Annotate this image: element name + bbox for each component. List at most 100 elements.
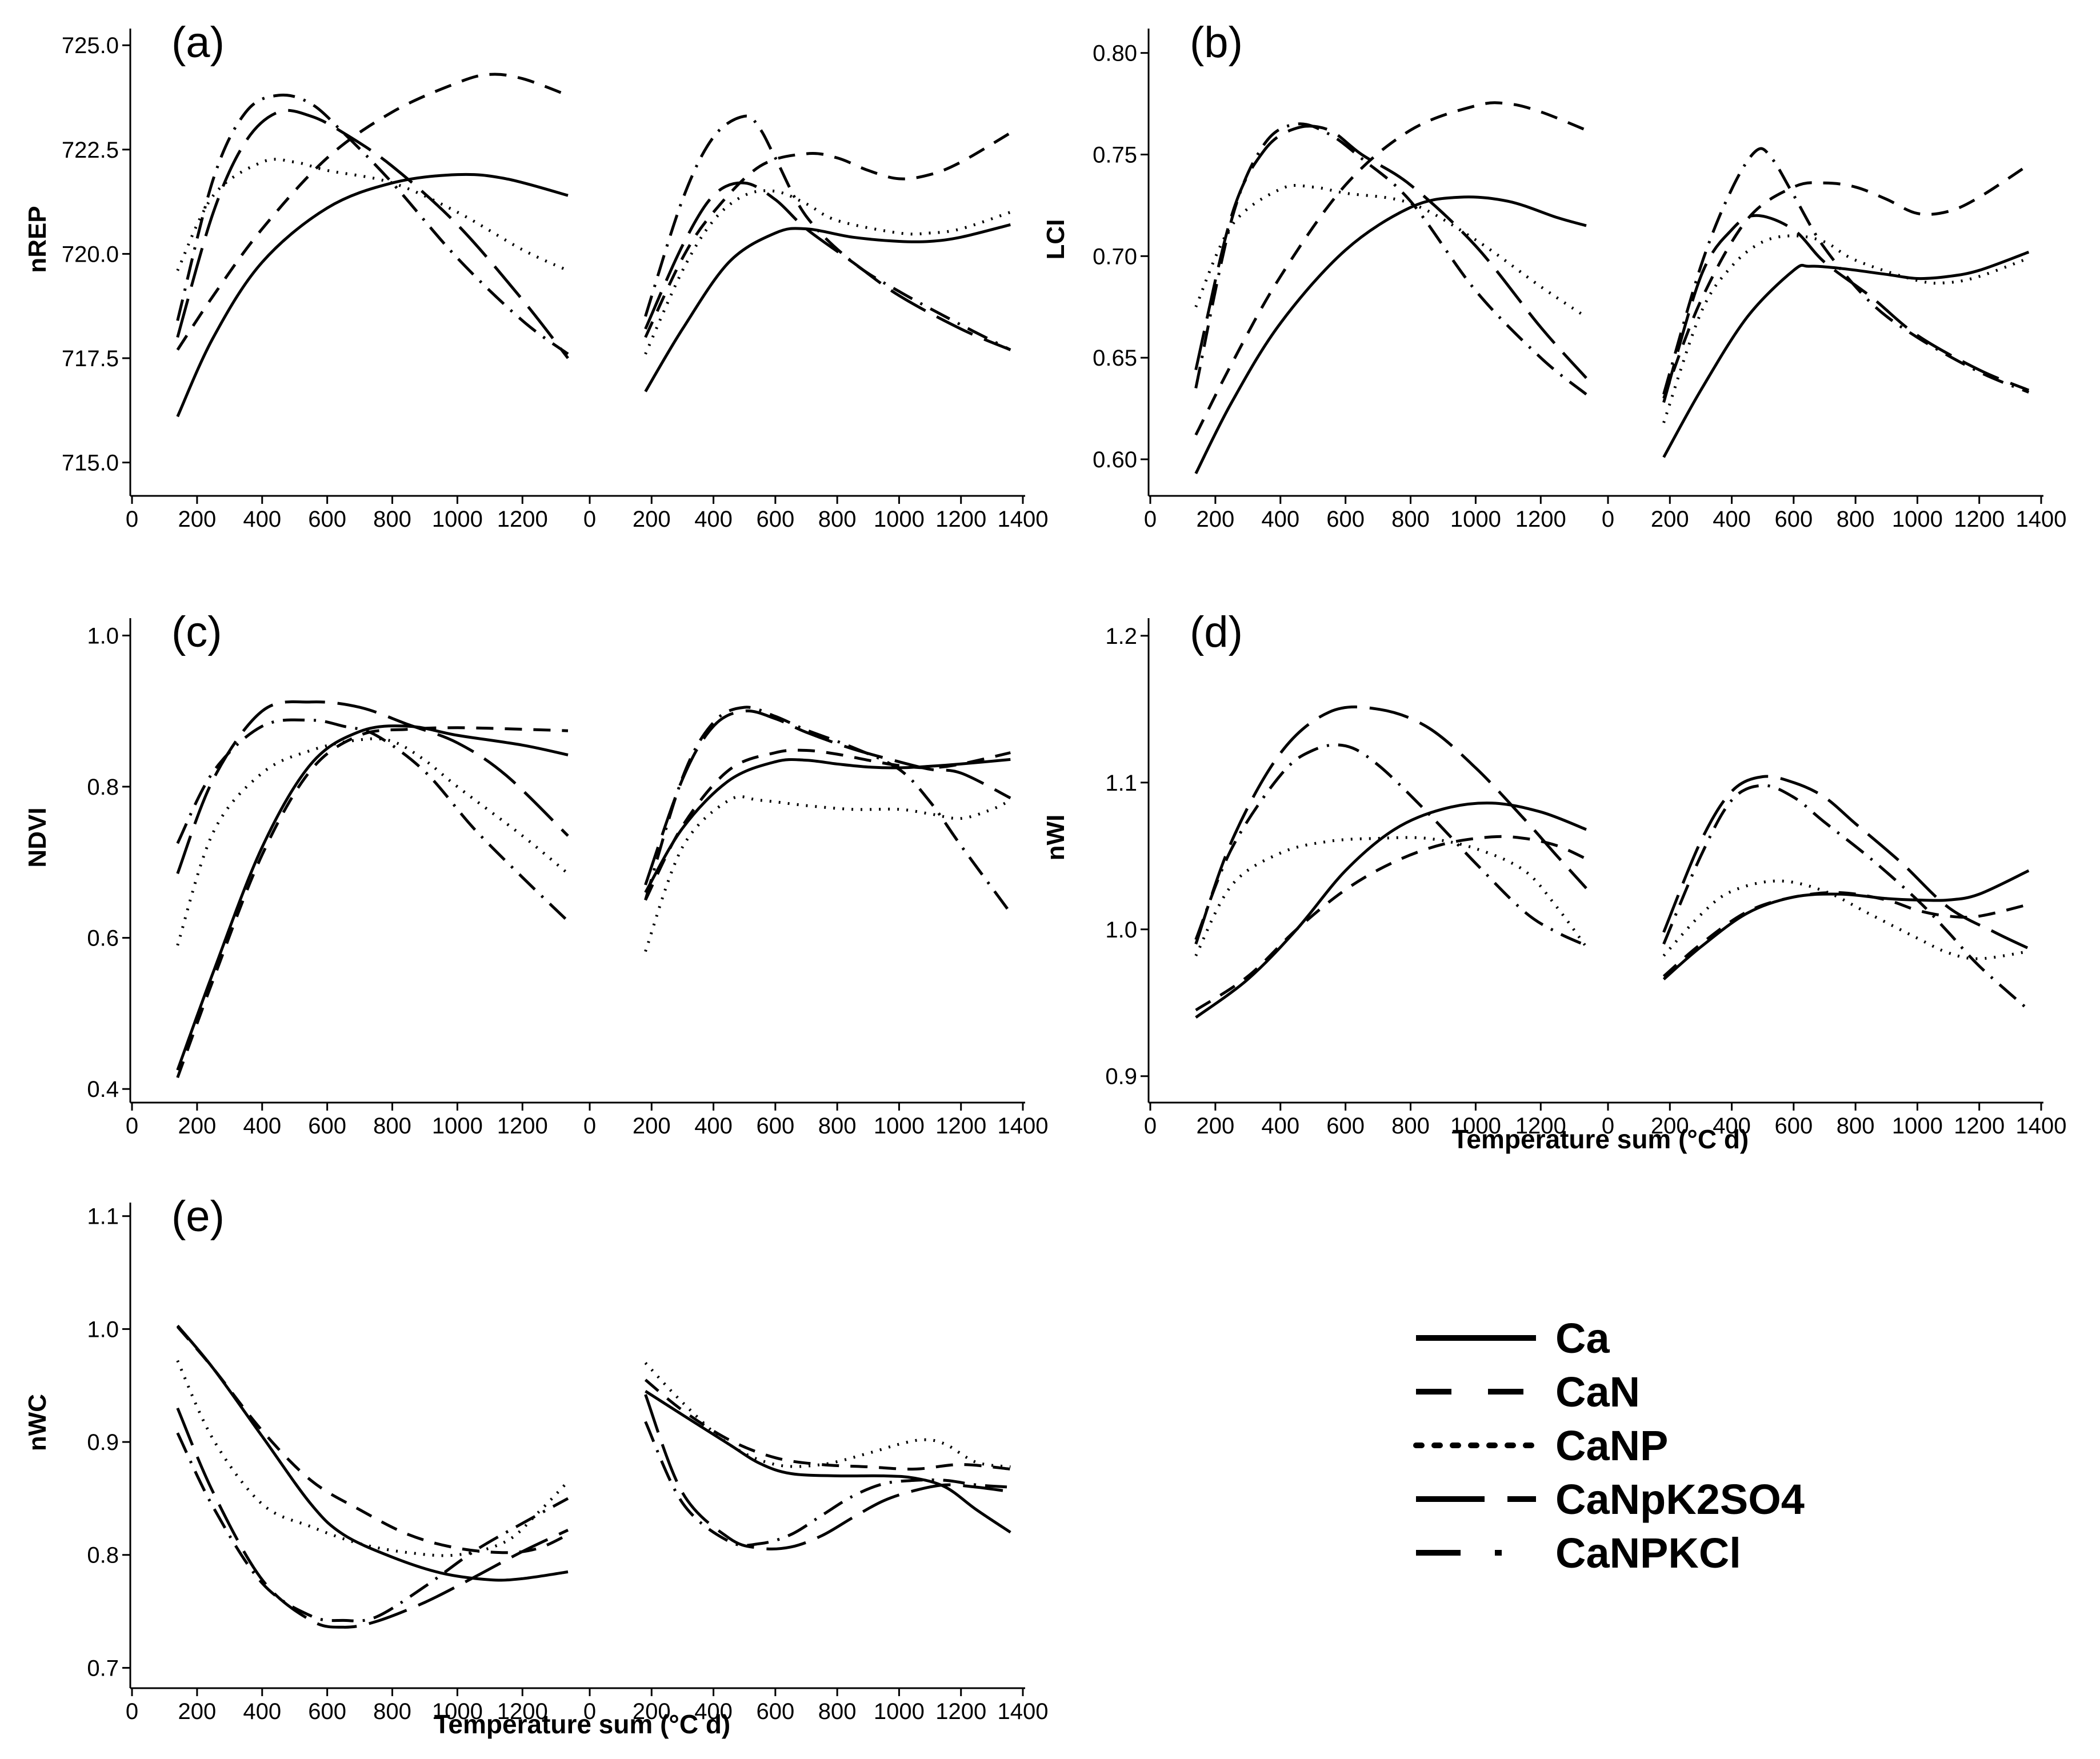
- x-tick-label: 1200: [1515, 1113, 1566, 1139]
- x-tick-label: 0: [126, 1699, 138, 1724]
- x-tick-label: 800: [818, 507, 857, 532]
- series-line-left-canpkcl: [176, 718, 569, 923]
- x-tick-label: 400: [694, 1699, 733, 1724]
- series-line-left-canpk2so4: [176, 1407, 569, 1629]
- x-tick-label: 0: [583, 1113, 596, 1139]
- x-tick-label: 400: [1261, 507, 1299, 532]
- series-line-left-canp: [1194, 184, 1587, 319]
- x-tick-label: 400: [243, 1113, 281, 1139]
- series-line-left-ca: [1194, 195, 1587, 475]
- x-tick-label: 1400: [998, 1113, 1049, 1139]
- x-tick-label: 400: [243, 507, 281, 532]
- y-tick-label: 1.0: [1105, 917, 1137, 943]
- y-tick-label: 0.8: [87, 1543, 119, 1568]
- x-tick-label: 0: [126, 507, 138, 532]
- x-tick-label: 1200: [935, 1699, 986, 1724]
- series-line-right-ca: [645, 1389, 1011, 1534]
- y-tick-label: 1.1: [87, 1204, 119, 1229]
- x-tick-label: 800: [1391, 507, 1430, 532]
- series-line-left-canpkcl: [176, 93, 569, 355]
- series-line-left-canpkcl: [1194, 122, 1587, 396]
- x-tick-label: 600: [1774, 1113, 1813, 1139]
- legend-label-can: CaN: [1555, 1368, 1640, 1416]
- x-tick-label: 200: [1651, 1113, 1689, 1139]
- x-tick-label: 600: [308, 1113, 346, 1139]
- series-line-right-canpk2so4: [644, 181, 1011, 351]
- series-line-left-can: [1194, 101, 1587, 436]
- x-tick-label: 1000: [1892, 1113, 1943, 1139]
- y-tick-label: 0.6: [87, 926, 119, 951]
- panel-e: 0.7 0.8 0.9 1.0 1.1 nWC (e) 0 200 400 600 800 1000 12…: [23, 1192, 1048, 1739]
- x-tick-label: 1200: [1515, 507, 1566, 532]
- x-tick-label: 600: [1774, 507, 1813, 532]
- y-tick-label: 0.75: [1093, 143, 1137, 168]
- x-tick-label: 1200: [1954, 1113, 2005, 1139]
- x-tick-label: 600: [308, 507, 346, 532]
- x-tick-label: 800: [818, 1113, 857, 1139]
- series-line-left-can: [176, 1325, 569, 1554]
- series-line-left-canp: [176, 158, 569, 272]
- x-tick-label: 600: [756, 1113, 794, 1139]
- y-tick-label: 0.70: [1093, 244, 1137, 269]
- x-tick-label: 400: [694, 1113, 733, 1139]
- legend-label-canpkcl: CaNPKCl: [1555, 1529, 1741, 1577]
- x-tick-label: 0: [1602, 507, 1614, 532]
- legend-label-canp: CaNP: [1555, 1422, 1668, 1469]
- x-tick-label: 200: [1651, 507, 1689, 532]
- x-tick-label: 1200: [497, 1699, 548, 1724]
- series-line-left-can: [1195, 835, 1587, 1012]
- series-line-right-canp: [1662, 879, 2029, 960]
- y-axis-label: nREP: [23, 206, 51, 273]
- legend-label-canpk2so4: CaNpK2SO4: [1555, 1476, 1805, 1523]
- x-tick-label: 1000: [1892, 507, 1943, 532]
- panel-label: (a): [171, 18, 225, 67]
- x-axis-title: Temperature sum (°C d): [434, 1709, 731, 1739]
- series-line-right-canpkcl: [644, 114, 1011, 351]
- series-line-right-canpkcl: [644, 1421, 1011, 1547]
- y-tick-label: 717.5: [62, 346, 119, 371]
- x-tick-label: 1200: [935, 1113, 986, 1139]
- series-line-left-canp: [176, 1360, 569, 1557]
- legend-label-ca: Ca: [1555, 1315, 1610, 1362]
- series-line-left-canpk2so4: [1194, 125, 1587, 379]
- series-line-right-canpkcl: [1662, 784, 2030, 1011]
- x-tick-label: 1000: [874, 1113, 925, 1139]
- x-tick-label: 200: [1197, 507, 1235, 532]
- x-tick-label: 200: [633, 1699, 671, 1724]
- x-tick-label: 1200: [1954, 507, 2005, 532]
- x-tick-label: 1200: [497, 507, 548, 532]
- x-tick-label: 600: [1326, 1113, 1365, 1139]
- series-line-right-canpk2so4: [644, 1394, 1011, 1550]
- y-tick-label: 0.60: [1093, 447, 1137, 472]
- y-tick-label: 725.0: [62, 33, 119, 58]
- x-tick-label: 0: [1144, 1113, 1157, 1139]
- x-tick-label: 1000: [874, 507, 925, 532]
- x-axis-title: Temperature sum (°C d): [1453, 1124, 1749, 1154]
- series-line-right-can: [644, 131, 1011, 338]
- x-tick-label: 400: [1713, 1113, 1751, 1139]
- y-tick-label: 0.80: [1093, 41, 1137, 66]
- x-tick-label: 800: [1837, 507, 1875, 532]
- y-tick-label: 1.1: [1105, 771, 1137, 796]
- series-line-right-can: [644, 748, 1011, 901]
- series-line-left-canpk2so4: [176, 109, 569, 359]
- x-tick-label: 200: [633, 507, 671, 532]
- series-line-left-ca: [176, 173, 569, 418]
- x-tick-label: 200: [633, 1113, 671, 1139]
- x-tick-label: 600: [756, 507, 794, 532]
- series-line-left-canpkcl: [176, 1432, 569, 1622]
- panel-a: 715.0 717.5 720.0 722.5 725.0 nREP (a) 0 200 400 6…: [23, 18, 1048, 532]
- y-axis-label: nWI: [1042, 815, 1070, 861]
- x-tick-label: 1400: [998, 1699, 1049, 1724]
- x-tick-label: 600: [756, 1699, 794, 1724]
- x-tick-label: 1000: [432, 1699, 483, 1724]
- x-tick-label: 800: [373, 507, 411, 532]
- x-tick-label: 0: [126, 1113, 138, 1139]
- x-tick-label: 0: [583, 507, 596, 532]
- y-tick-label: 1.0: [87, 623, 119, 648]
- panel-b: 0.60 0.65 0.70 0.75 0.80 LCI (b) 0 200 400 600 800 1…: [1042, 18, 2066, 532]
- series-line-right-can: [1662, 163, 2030, 399]
- series-line-left-canp: [1194, 836, 1588, 957]
- series-line-left-ca: [176, 724, 569, 1071]
